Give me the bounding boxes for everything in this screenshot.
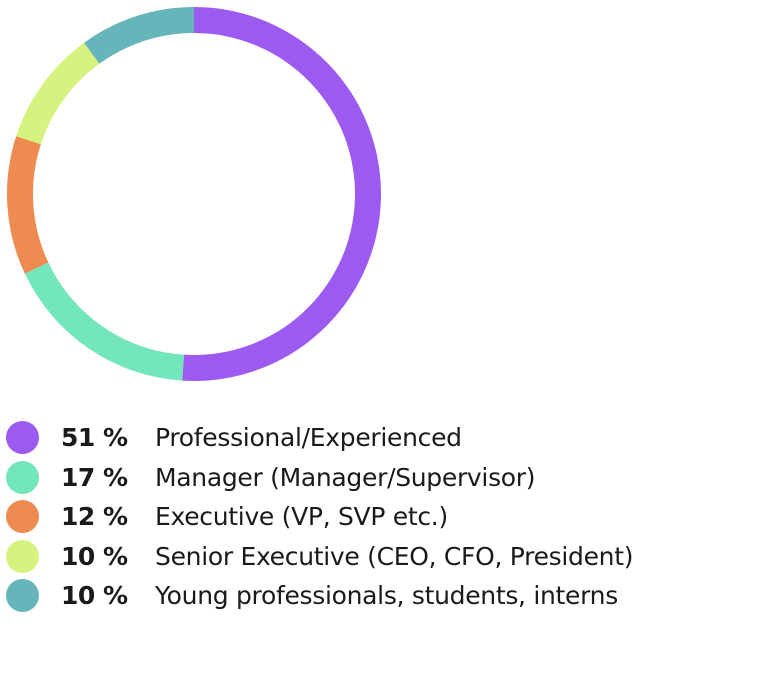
legend-item: 10 % Senior Executive (CEO, CFO, Preside… [6, 537, 633, 577]
legend-item: 17 % Manager (Manager/Supervisor) [6, 458, 633, 498]
legend-swatch [6, 500, 39, 534]
legend-item: 10 % Young professionals, students, inte… [6, 576, 633, 616]
donut-slice [84, 7, 194, 64]
donut-slice [182, 7, 381, 381]
legend-label: Executive (VP, SVP etc.) [155, 502, 448, 532]
legend-swatch [6, 579, 39, 613]
donut-slice [24, 262, 184, 381]
legend-item: 51 % Professional/Experienced [6, 418, 633, 458]
legend-percent: 12 % [61, 502, 128, 532]
legend-swatch [6, 460, 39, 494]
legend: 51 % Professional/Experienced 17 % Manag… [6, 418, 633, 616]
legend-label: Senior Executive (CEO, CFO, President) [155, 541, 634, 571]
legend-percent: 51 % [61, 423, 128, 453]
legend-swatch [6, 421, 39, 455]
donut-slice [16, 42, 100, 145]
legend-label: Professional/Experienced [155, 423, 462, 453]
legend-label: Young professionals, students, interns [155, 581, 618, 611]
legend-swatch [6, 539, 39, 573]
legend-label: Manager (Manager/Supervisor) [155, 462, 536, 492]
legend-percent: 17 % [61, 462, 128, 492]
legend-percent: 10 % [61, 541, 128, 571]
legend-percent: 10 % [61, 581, 128, 611]
legend-item: 12 % Executive (VP, SVP etc.) [6, 497, 633, 537]
donut-chart [6, 7, 381, 381]
donut-slice [6, 136, 49, 274]
